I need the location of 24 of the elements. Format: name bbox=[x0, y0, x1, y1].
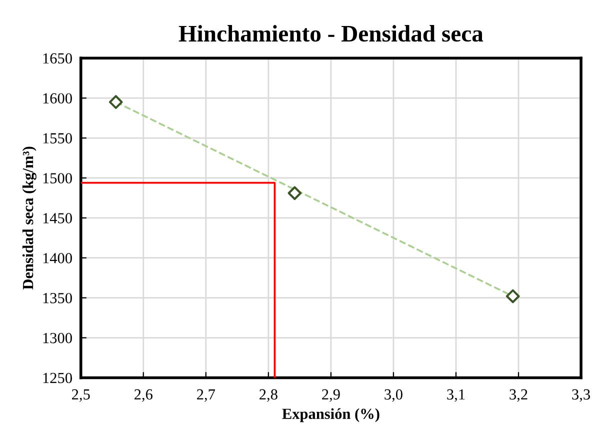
x-tick-label: 3,2 bbox=[510, 389, 528, 402]
x-tick-label: 2,7 bbox=[197, 389, 216, 402]
x-tick-label: 2,8 bbox=[260, 389, 278, 402]
x-tick-label: 3,0 bbox=[384, 389, 402, 402]
y-axis-title: Densidad seca (kg/m³) bbox=[22, 146, 36, 290]
y-tick-label: 1350 bbox=[43, 292, 72, 304]
x-axis-title: Expansión (%) bbox=[282, 408, 380, 422]
y-tick-label: 1250 bbox=[43, 372, 72, 384]
x-tick-label: 3,1 bbox=[447, 389, 465, 402]
y-tick-label: 1550 bbox=[43, 133, 72, 144]
y-tick-label: 1300 bbox=[43, 332, 72, 344]
point bbox=[108, 95, 123, 109]
chart-title: Hinchamiento - Densidad seca bbox=[178, 25, 484, 42]
y-tick-label: 1400 bbox=[43, 253, 72, 264]
y-tick-label: 1500 bbox=[43, 173, 72, 184]
point bbox=[288, 186, 302, 200]
point bbox=[506, 289, 520, 304]
x-tick-label: 2,5 bbox=[72, 389, 90, 402]
x-tick-label: 2,9 bbox=[322, 389, 340, 402]
x-tick-label: 3,3 bbox=[572, 389, 590, 402]
y-tick-label: 1450 bbox=[43, 213, 72, 224]
x-tick-label: 2,6 bbox=[134, 389, 152, 402]
y-tick-label: 1650 bbox=[43, 53, 72, 64]
y-tick-label: 1600 bbox=[43, 93, 72, 104]
